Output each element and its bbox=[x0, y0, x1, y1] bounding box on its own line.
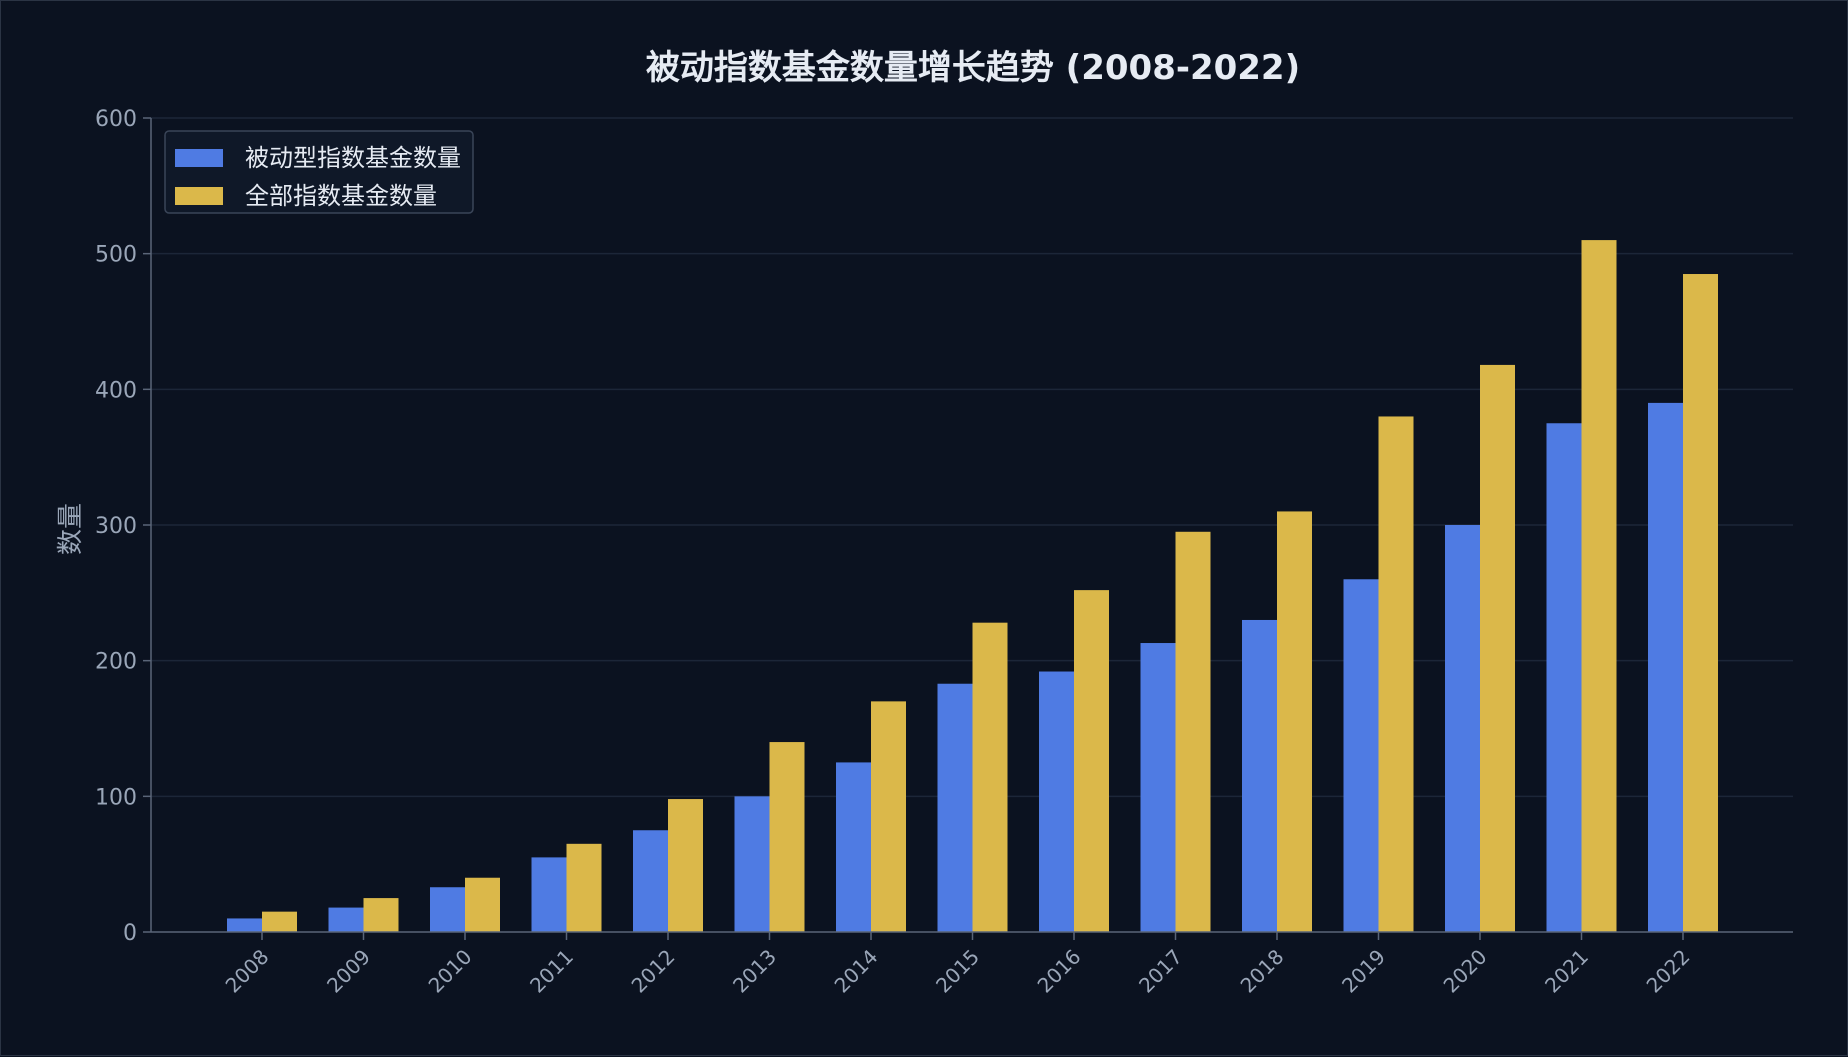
bar-total-2008 bbox=[262, 911, 297, 932]
bar-passive-2011 bbox=[531, 857, 567, 932]
bar-total-2019 bbox=[1378, 416, 1414, 932]
y-tick-label-400: 400 bbox=[95, 378, 137, 403]
x-tick-label-2008: 2008 bbox=[221, 945, 274, 998]
y-tick-label-100: 100 bbox=[95, 785, 137, 810]
x-tick-label-2009: 2009 bbox=[322, 945, 375, 998]
bar-total-2018 bbox=[1277, 511, 1312, 932]
y-tick-label-500: 500 bbox=[95, 243, 137, 268]
y-tick-label-200: 200 bbox=[95, 650, 137, 675]
bar-passive-2012 bbox=[633, 830, 668, 932]
x-tick-label-2010: 2010 bbox=[424, 945, 477, 998]
bar-passive-2020 bbox=[1445, 525, 1480, 932]
legend-label-passive: 被动型指数基金数量 bbox=[245, 144, 461, 172]
x-tick-label-2011: 2011 bbox=[525, 945, 578, 998]
grid-lines bbox=[151, 117, 1793, 798]
bar-total-2010 bbox=[465, 877, 500, 932]
bar-total-2012 bbox=[668, 799, 703, 932]
legend-swatch-passive bbox=[175, 149, 223, 167]
bar-passive-2013 bbox=[734, 796, 770, 932]
bar-passive-2016 bbox=[1039, 671, 1074, 932]
bars bbox=[227, 240, 1718, 933]
bar-total-2011 bbox=[566, 843, 602, 932]
bar-passive-2021 bbox=[1546, 423, 1582, 932]
y-tick-label-600: 600 bbox=[95, 107, 137, 132]
chart-title: 被动指数基金数量增长趋势 (2008-2022) bbox=[646, 48, 1300, 88]
x-tick-label-2020: 2020 bbox=[1439, 945, 1492, 998]
x-tick-label-2018: 2018 bbox=[1236, 945, 1289, 998]
bar-total-2013 bbox=[769, 742, 805, 932]
bar-total-2015 bbox=[972, 622, 1008, 932]
x-tick-label-2015: 2015 bbox=[931, 945, 984, 998]
x-tick-label-2017: 2017 bbox=[1134, 945, 1187, 998]
bar-passive-2014 bbox=[836, 762, 871, 932]
bar-passive-2008 bbox=[227, 918, 262, 932]
x-tick-label-2016: 2016 bbox=[1033, 945, 1086, 998]
y-tick-label-0: 0 bbox=[123, 921, 137, 946]
x-tick-label-2012: 2012 bbox=[627, 945, 680, 998]
bar-passive-2009 bbox=[328, 907, 364, 932]
x-tick-label-2019: 2019 bbox=[1337, 945, 1390, 998]
x-tick-label-2014: 2014 bbox=[830, 945, 883, 998]
bar-total-2014 bbox=[871, 701, 906, 932]
legend-label-total: 全部指数基金数量 bbox=[245, 182, 437, 210]
bar-total-2020 bbox=[1480, 364, 1515, 932]
y-axis-label: 数量 bbox=[56, 503, 86, 555]
bar-total-2022 bbox=[1683, 274, 1718, 932]
x-tick-label-2022: 2022 bbox=[1642, 945, 1695, 998]
bar-total-2017 bbox=[1175, 531, 1211, 932]
x-tick-label-2021: 2021 bbox=[1540, 945, 1593, 998]
bar-total-2016 bbox=[1074, 590, 1109, 932]
legend-swatch-total bbox=[175, 187, 223, 205]
x-ticks: 2008 2009 2010 2011 2012 2013 2014 2015 2016 2017… bbox=[221, 932, 1695, 998]
legend-box bbox=[164, 130, 474, 214]
x-tick-label-2013: 2013 bbox=[728, 945, 781, 998]
bar-passive-2022 bbox=[1648, 402, 1683, 932]
bar-total-2021 bbox=[1581, 240, 1617, 933]
y-tick-label-300: 300 bbox=[95, 514, 137, 539]
bar-passive-2017 bbox=[1140, 643, 1176, 932]
bar-passive-2015 bbox=[937, 683, 973, 932]
y-ticks: 0 100 200 300 400 500 600 bbox=[95, 107, 151, 946]
bar-total-2009 bbox=[363, 898, 399, 932]
bar-passive-2019 bbox=[1343, 579, 1379, 932]
bar-passive-2018 bbox=[1242, 619, 1277, 932]
bar-passive-2010 bbox=[430, 887, 465, 932]
